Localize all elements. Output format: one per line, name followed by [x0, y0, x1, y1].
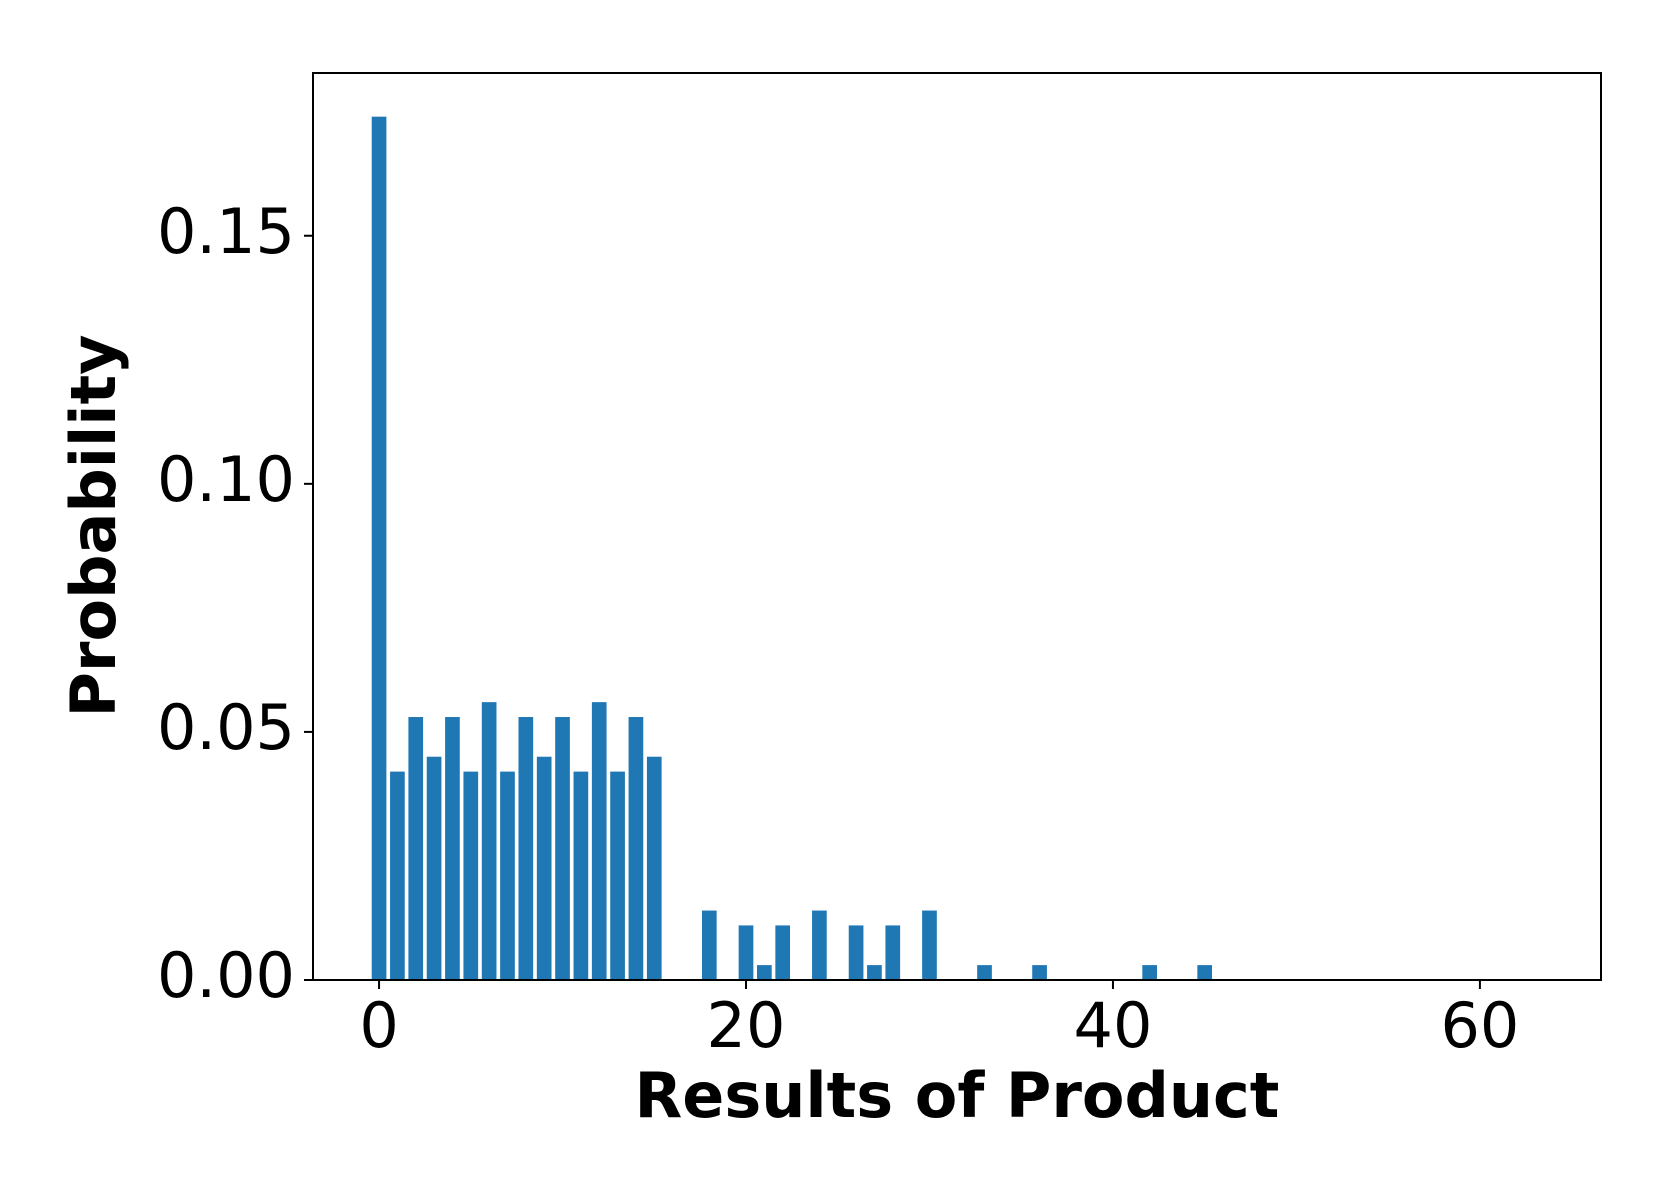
bar	[738, 925, 754, 980]
bar	[371, 116, 387, 980]
bar	[555, 717, 570, 980]
bar	[1197, 965, 1213, 980]
x-tick-label: 0	[359, 989, 398, 1062]
bar	[445, 717, 460, 980]
bar	[701, 910, 717, 980]
bar	[885, 925, 901, 980]
bar	[812, 910, 827, 980]
y-axis-label: Probability	[57, 334, 130, 717]
bar	[646, 756, 662, 980]
x-tick-label: 40	[1074, 989, 1153, 1062]
bar	[426, 756, 442, 980]
bar	[518, 717, 534, 980]
bar	[848, 925, 864, 980]
bar	[573, 771, 589, 980]
bar	[610, 771, 625, 980]
bar	[536, 756, 552, 980]
plot-frame	[312, 72, 1602, 981]
bar	[757, 965, 772, 980]
bar	[775, 925, 791, 980]
bar	[500, 771, 515, 980]
bar	[481, 702, 497, 980]
y-tick-label: 0.10	[157, 443, 295, 516]
y-tick-label: 0.00	[157, 939, 295, 1012]
bar	[390, 771, 405, 980]
bar	[463, 771, 479, 980]
bar	[977, 965, 992, 980]
x-tick-label: 60	[1440, 989, 1519, 1062]
bar	[628, 717, 644, 980]
bar	[1032, 965, 1047, 980]
y-tick-label: 0.05	[157, 691, 295, 764]
bar	[1142, 965, 1157, 980]
bar	[922, 910, 937, 980]
y-tick-label: 0.15	[157, 195, 295, 268]
bar	[867, 965, 882, 980]
bar	[408, 717, 424, 980]
bar	[591, 702, 607, 980]
x-axis-label: Results of Product	[635, 1059, 1280, 1132]
x-tick-label: 20	[707, 989, 786, 1062]
